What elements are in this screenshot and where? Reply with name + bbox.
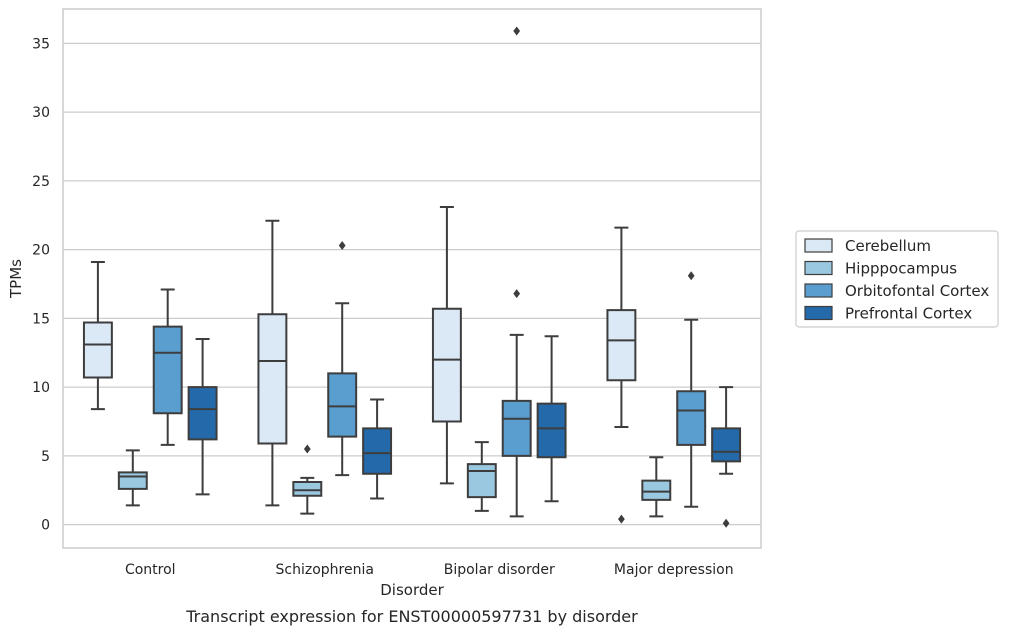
- outlier-point: [513, 289, 521, 299]
- box-prefrontal-cortex: [187, 386, 218, 441]
- box-cerebellum: [431, 307, 462, 423]
- box-cerebellum: [82, 321, 113, 379]
- plot-frame: [62, 8, 762, 549]
- x-axis-label: Disorder: [380, 581, 444, 599]
- outlier-point: [687, 271, 695, 281]
- legend-swatch: [804, 238, 833, 253]
- legend-label: Hipppocampus: [845, 260, 957, 278]
- y-axis-label: TPMs: [7, 259, 25, 299]
- x-tick-label: Bipolar disorder: [444, 562, 555, 578]
- legend-swatch: [804, 260, 833, 276]
- y-tick-label: 15: [32, 311, 50, 327]
- x-tick-label: Control: [125, 562, 176, 578]
- chart-caption: Transcript expression for ENST0000059773…: [185, 607, 638, 626]
- x-tick-label: Schizophrenia: [276, 562, 374, 578]
- box-orbitofontal-cortex: [152, 325, 183, 415]
- legend-label: Orbitofontal Cortex: [845, 282, 989, 300]
- plot-area: [63, 9, 761, 548]
- box-prefrontal-cortex: [536, 402, 567, 459]
- y-tick-label: 20: [32, 243, 50, 259]
- box-cerebellum: [606, 309, 637, 382]
- y-tick-label: 5: [41, 449, 50, 465]
- y-tick-label: 30: [32, 105, 50, 121]
- box-hipppocampus: [292, 481, 323, 497]
- box-prefrontal-cortex: [711, 427, 742, 463]
- x-tick-label: Major depression: [614, 562, 734, 578]
- legend-label: Prefrontal Cortex: [845, 305, 972, 323]
- box-hipppocampus: [641, 479, 672, 501]
- outlier-point: [513, 26, 521, 36]
- outlier-point: [618, 514, 625, 524]
- box-orbitofontal-cortex: [501, 399, 532, 457]
- box-hipppocampus: [117, 471, 148, 490]
- box-orbitofontal-cortex: [676, 390, 707, 446]
- outlier-point: [338, 241, 346, 250]
- box-orbitofontal-cortex: [327, 372, 358, 438]
- y-tick-label: 10: [32, 380, 50, 396]
- outlier-point: [722, 518, 730, 528]
- box-cerebellum: [257, 313, 288, 445]
- box-hipppocampus: [466, 463, 497, 499]
- y-tick-label: 25: [32, 174, 50, 190]
- legend-label: Cerebellum: [845, 237, 931, 255]
- y-tick-label: 35: [32, 36, 50, 52]
- legend-swatch: [804, 305, 833, 321]
- y-tick-label: 0: [41, 518, 50, 534]
- box-prefrontal-cortex: [362, 427, 393, 475]
- legend-box: [795, 230, 999, 328]
- legend-swatch: [804, 283, 833, 298]
- outlier-point: [303, 444, 311, 454]
